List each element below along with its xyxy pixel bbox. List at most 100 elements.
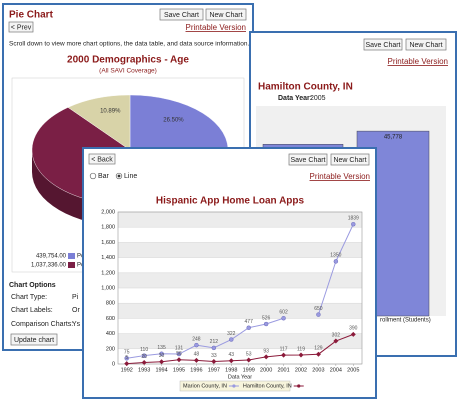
point-label: 212	[210, 339, 219, 345]
point-label: 119	[297, 346, 305, 352]
x-tick-label: 1999	[243, 367, 255, 373]
button-label[interactable]: Update chart	[14, 337, 54, 344]
radio-label[interactable]: Bar	[98, 173, 110, 180]
radio-dot	[117, 174, 121, 178]
button-label[interactable]: Save Chart	[365, 42, 400, 49]
button[interactable]: < Back	[88, 153, 116, 165]
x-tick-label: 1995	[173, 367, 185, 373]
legend-swatch	[68, 253, 75, 259]
printable-link[interactable]: Printable Version	[388, 57, 448, 66]
point	[141, 359, 147, 365]
point	[281, 352, 287, 358]
pie-slice	[129, 94, 229, 156]
x-tick-label: 2003	[312, 367, 324, 373]
point-label: 1350	[330, 253, 341, 259]
plot-frame	[117, 211, 363, 365]
point	[194, 342, 199, 348]
point	[333, 338, 339, 344]
printable-link[interactable]: Printable Version	[310, 172, 370, 181]
button[interactable]: < Prev	[8, 21, 34, 33]
chart-title: Hispanic App Home Loan Apps	[156, 196, 305, 207]
point	[141, 353, 147, 358]
point	[228, 358, 234, 364]
point	[176, 357, 182, 363]
button[interactable]: New Chart	[330, 153, 370, 166]
point	[211, 345, 217, 351]
y-tick-label: 800	[106, 301, 115, 307]
option-label: Comparison Charts:	[11, 321, 73, 328]
point	[211, 358, 217, 364]
x-tick-label: 2000	[260, 367, 272, 373]
point-label: 129	[314, 346, 323, 352]
point	[263, 321, 269, 327]
window-title: Pie Chart	[9, 10, 54, 21]
point-label: 248	[192, 336, 201, 342]
button-label[interactable]: New Chart	[333, 157, 366, 164]
legend-value: 1,037,336.00	[31, 263, 67, 269]
grid-band	[118, 303, 362, 319]
point	[333, 259, 339, 264]
point-label: 20	[141, 354, 147, 360]
point	[229, 337, 234, 342]
button[interactable]: Save Chart	[159, 8, 204, 21]
y-tick-label: 2,000	[101, 209, 115, 215]
point-label: 56	[176, 351, 182, 357]
button[interactable]: New Chart	[205, 8, 247, 21]
point-label: 390	[349, 326, 358, 332]
point	[351, 222, 356, 227]
point	[124, 356, 129, 361]
button[interactable]: Update chart	[10, 333, 58, 346]
y-tick-label: 400	[106, 331, 115, 337]
chart-title: 2000 Demographics - Age	[67, 55, 189, 66]
option-label: Chart Labels:	[11, 307, 53, 314]
point-label: 131	[175, 345, 184, 351]
point-label: 650	[314, 306, 323, 312]
grid-band	[118, 242, 362, 258]
pie-slice	[67, 94, 131, 151]
button-label[interactable]: Save Chart	[290, 157, 325, 164]
series-line	[126, 333, 354, 365]
legend-label: Marion County, IN	[183, 383, 227, 389]
chart-subtitle: Data Year:	[278, 95, 312, 102]
x-tick-label: 1993	[138, 367, 150, 373]
point-label: 322	[227, 331, 236, 337]
point-label: 33	[211, 353, 217, 359]
point	[176, 351, 182, 357]
button-label[interactable]: Save Chart	[164, 12, 199, 19]
point	[246, 357, 252, 363]
button-label[interactable]: New Chart	[409, 42, 442, 49]
printable-link[interactable]: Printable Version	[186, 23, 246, 32]
legend-marker	[297, 384, 301, 388]
point-label: 48	[194, 352, 200, 358]
button[interactable]: Save Chart	[363, 38, 403, 51]
button-label[interactable]: < Prev	[11, 24, 32, 31]
y-tick-label: 1,400	[101, 255, 115, 261]
point	[124, 361, 130, 367]
point-label: 30	[159, 353, 165, 359]
point-label: 43	[229, 352, 235, 358]
y-tick-label: 1,200	[101, 270, 115, 276]
chart-subtitle: 2005	[310, 95, 326, 102]
chart-title: Hamilton County, IN	[258, 82, 353, 93]
y-tick-label: 0	[112, 361, 115, 367]
button[interactable]: Save Chart	[288, 153, 328, 166]
button[interactable]: New Chart	[405, 38, 447, 51]
point	[159, 359, 165, 365]
radio-label[interactable]: Line	[124, 173, 137, 180]
point-label: 1839	[348, 216, 359, 222]
slice-label: 26.50%	[163, 117, 184, 123]
grid-band	[118, 333, 362, 349]
x-tick-label: 1997	[208, 367, 220, 373]
instructions: Scroll down to view more chart options, …	[9, 41, 249, 48]
point	[159, 351, 164, 356]
x-tick-label: 1994	[155, 367, 167, 373]
button-label[interactable]: < Back	[91, 156, 113, 163]
point	[298, 352, 304, 358]
point-label: 93	[263, 348, 269, 354]
point-label: 5	[125, 355, 128, 361]
button-label[interactable]: New Chart	[209, 12, 242, 19]
legend-value: 439,754.00	[36, 254, 67, 260]
radio[interactable]	[89, 172, 97, 180]
axis-label: rollment (Students)	[380, 318, 431, 324]
bar-label: 45,778	[384, 135, 403, 141]
